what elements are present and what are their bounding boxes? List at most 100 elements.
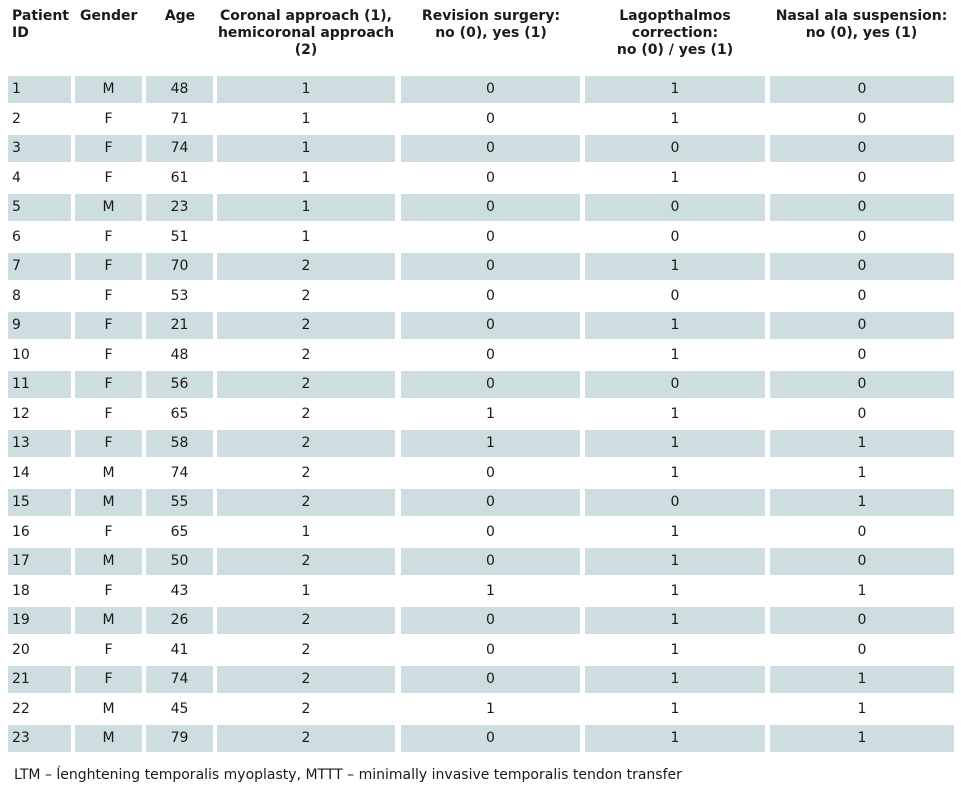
table-row: 7 F 70 2 0 1 0 [8,251,954,281]
cell-patient-id: 7 [8,253,71,280]
cell-lagopthalmos: 1 [585,548,765,575]
cell-revision: 0 [401,253,580,280]
cell-revision: 0 [401,607,580,634]
cell-patient-id: 4 [12,169,21,186]
cell-patient-id: 22 [12,700,30,717]
cell-lagopthalmos: 1 [585,76,765,103]
cell-age: 74 [146,135,213,162]
header-revision-surgery: Revision surgery: no (0), yes (1) [421,8,561,41]
header-lagopthalmos-correction: Lagopthalmos correction: no (0) / yes (1… [616,8,734,58]
cell-patient-id: 18 [12,582,30,599]
table-row: 21 F 74 2 0 1 1 [8,664,954,694]
header-gender: Gender [80,8,138,24]
cell-nasal-ala: 0 [857,346,867,363]
cell-patient-id: 23 [8,725,71,752]
cell-revision: 0 [486,641,495,658]
cell-patient-id: 1 [8,76,71,103]
cell-gender: F [104,169,113,186]
table-row: 4 F 61 1 0 1 0 [8,163,954,193]
cell-revision: 0 [401,489,580,516]
cell-age: 51 [170,228,189,245]
cell-gender: M [102,700,115,717]
cell-nasal-ala: 0 [857,110,867,127]
cell-nasal-ala: 1 [770,489,954,516]
cell-nasal-ala: 0 [770,76,954,103]
cell-lagopthalmos: 1 [670,464,680,481]
cell-patient-id: 16 [12,523,30,540]
cell-approach: 2 [301,287,311,304]
cell-nasal-ala: 0 [770,135,954,162]
cell-revision: 1 [486,582,495,599]
cell-approach: 2 [217,666,395,693]
cell-age: 58 [146,430,213,457]
cell-lagopthalmos: 1 [585,430,765,457]
cell-approach: 2 [301,464,311,481]
cell-gender: F [104,523,113,540]
cell-age: 48 [170,346,189,363]
cell-lagopthalmos: 1 [670,641,680,658]
cell-patient-id: 21 [8,666,71,693]
cell-approach: 2 [301,700,311,717]
cell-approach: 2 [217,607,395,634]
cell-patient-id: 11 [8,371,71,398]
cell-gender: F [75,135,142,162]
cell-gender: F [104,641,113,658]
table-row: 8 F 53 2 0 0 0 [8,281,954,311]
cell-lagopthalmos: 1 [585,666,765,693]
cell-gender: M [75,489,142,516]
cell-lagopthalmos: 1 [670,346,680,363]
cell-approach: 1 [301,228,311,245]
cell-nasal-ala: 0 [857,405,867,422]
cell-approach: 1 [217,135,395,162]
cell-nasal-ala: 0 [857,523,867,540]
cell-age: 48 [146,76,213,103]
cell-patient-id: 17 [8,548,71,575]
cell-approach: 1 [301,110,311,127]
cell-age: 61 [170,169,189,186]
header-approach: Coronal approach (1), hemicoronal approa… [217,8,395,58]
cell-revision: 0 [486,110,495,127]
cell-lagopthalmos: 1 [585,607,765,634]
table-row: 17 M 50 2 0 1 0 [8,546,954,576]
cell-age: 71 [170,110,189,127]
table-row: 3 F 74 1 0 0 0 [8,133,954,163]
header-age: Age [164,8,196,24]
cell-approach: 2 [217,430,395,457]
cell-gender: F [104,346,113,363]
table-row: 14 M 74 2 0 1 1 [8,458,954,488]
cell-lagopthalmos: 0 [670,287,680,304]
cell-age: 23 [146,194,213,221]
cell-revision: 0 [401,135,580,162]
cell-lagopthalmos: 1 [670,169,680,186]
cell-lagopthalmos: 0 [585,489,765,516]
header-nasal-ala-suspension: Nasal ala suspension: no (0), yes (1) [775,8,948,41]
cell-approach: 2 [217,489,395,516]
cell-revision: 0 [401,312,580,339]
table-row: 13 F 58 2 1 1 1 [8,428,954,458]
cell-lagopthalmos: 1 [585,312,765,339]
cell-revision: 0 [486,523,495,540]
cell-patient-id: 8 [12,287,21,304]
cell-approach: 2 [217,253,395,280]
cell-nasal-ala: 0 [857,169,867,186]
cell-age: 21 [146,312,213,339]
cell-age: 55 [146,489,213,516]
cell-revision: 0 [401,371,580,398]
cell-lagopthalmos: 1 [670,405,680,422]
cell-nasal-ala: 0 [857,287,867,304]
cell-age: 45 [170,700,189,717]
cell-gender: M [102,464,115,481]
cell-patient-id: 5 [8,194,71,221]
table-row: 5 M 23 1 0 0 0 [8,192,954,222]
cell-lagopthalmos: 1 [670,582,680,599]
cell-gender: M [75,725,142,752]
cell-revision: 1 [401,430,580,457]
cell-gender: F [104,110,113,127]
cell-nasal-ala: 0 [857,228,867,245]
cell-patient-id: 13 [8,430,71,457]
table-row: 11 F 56 2 0 0 0 [8,369,954,399]
table-row: 20 F 41 2 0 1 0 [8,635,954,665]
cell-gender: M [75,607,142,634]
cell-approach: 2 [217,371,395,398]
